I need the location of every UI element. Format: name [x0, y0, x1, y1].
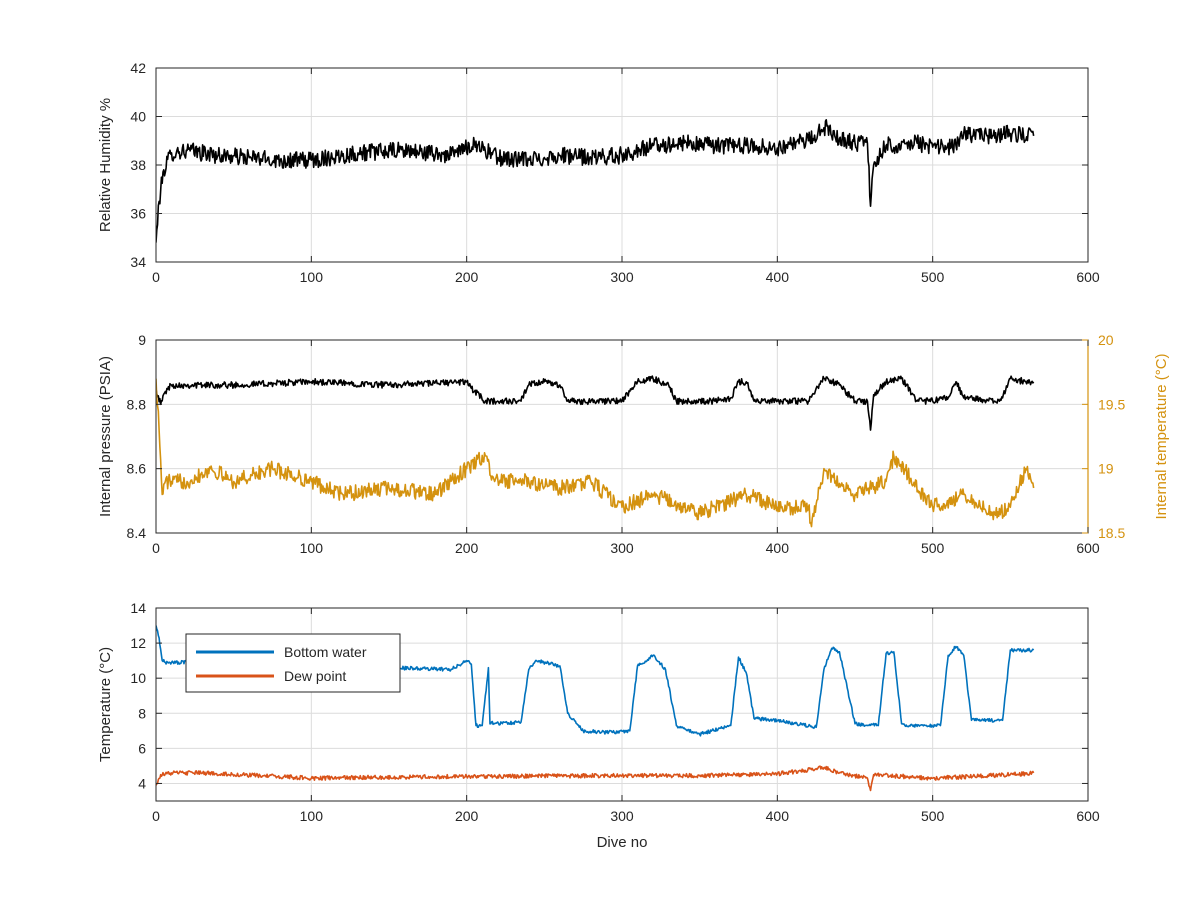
x-tick-label: 0 — [152, 808, 160, 824]
legend-label: Bottom water — [284, 644, 367, 660]
x-tick-label: 300 — [610, 808, 634, 824]
y-tick-label: 38 — [130, 157, 146, 173]
series-line — [156, 375, 1035, 431]
x-tick-label: 500 — [921, 269, 945, 285]
x-tick-label: 600 — [1076, 540, 1100, 556]
y-tick-label: 9 — [138, 332, 146, 348]
temperature-panel: 0 100 200 300 400 500 600 4 6 8 10 12 14 Temperature … — [97, 600, 1100, 851]
y-tick-label: 4 — [138, 775, 146, 791]
legend-label: Dew point — [284, 668, 346, 684]
series-line — [156, 118, 1035, 243]
y-right-tick-label: 19.5 — [1098, 396, 1125, 412]
x-tick-label: 600 — [1076, 808, 1100, 824]
y-axis-label: Temperature (°C) — [97, 647, 114, 762]
y-axis-label: Internal pressure (PSIA) — [97, 356, 114, 517]
x-tick-label: 600 — [1076, 269, 1100, 285]
x-tick-label: 100 — [300, 269, 324, 285]
legend: Bottom water Dew point — [185, 633, 401, 693]
series-line — [156, 378, 1035, 528]
humidity-panel: 0 100 200 300 400 500 600 34 36 38 40 42 Relative Hu… — [97, 60, 1100, 285]
y-tick-label: 8.8 — [127, 396, 147, 412]
y-tick-label: 10 — [130, 670, 146, 686]
y-axis-label: Relative Humidity % — [97, 98, 114, 232]
x-tick-label: 0 — [152, 269, 160, 285]
x-tick-label: 500 — [921, 808, 945, 824]
series-line-dew-point — [156, 765, 1035, 792]
y-tick-label: 36 — [130, 206, 146, 222]
x-tick-label: 100 — [300, 540, 324, 556]
x-tick-label: 200 — [455, 808, 479, 824]
x-tick-label: 400 — [766, 808, 790, 824]
y-tick-label: 40 — [130, 109, 146, 125]
y-right-tick-label: 20 — [1098, 332, 1114, 348]
y-tick-label: 42 — [130, 60, 146, 76]
x-tick-label: 400 — [766, 269, 790, 285]
legend-box — [185, 633, 401, 693]
y-tick-label: 14 — [130, 600, 146, 616]
y-right-axis-label: Internal temperature (°C) — [1153, 353, 1170, 519]
y-right-tick-label: 19 — [1098, 461, 1114, 477]
x-tick-label: 500 — [921, 540, 945, 556]
pressure-temperature-panel: 0 100 200 300 400 500 600 8.4 8.6 8.8 9 18.5 19 19.5 2… — [97, 332, 1170, 556]
y-tick-label: 8 — [138, 705, 146, 721]
y-tick-label: 6 — [138, 740, 146, 756]
x-tick-label: 300 — [610, 269, 634, 285]
x-tick-label: 200 — [455, 269, 479, 285]
x-tick-label: 0 — [152, 540, 160, 556]
x-tick-label: 300 — [610, 540, 634, 556]
series-group — [156, 118, 1035, 243]
x-tick-label: 100 — [300, 808, 324, 824]
series-group — [156, 375, 1035, 528]
x-axis-label: Dive no — [597, 834, 648, 851]
y-right-tick-label: 18.5 — [1098, 525, 1125, 541]
y-tick-label: 34 — [130, 254, 146, 270]
x-tick-label: 200 — [455, 540, 479, 556]
y-tick-label: 8.6 — [127, 461, 147, 477]
x-tick-label: 400 — [766, 540, 790, 556]
y-tick-label: 12 — [130, 635, 146, 651]
y-tick-label: 8.4 — [127, 525, 147, 541]
